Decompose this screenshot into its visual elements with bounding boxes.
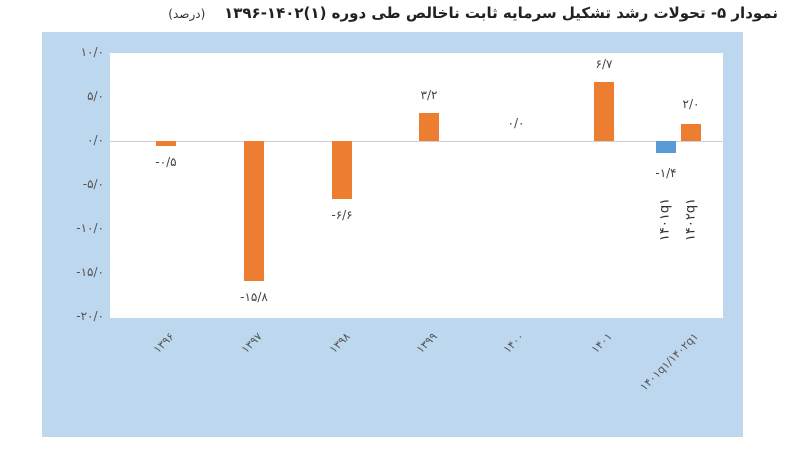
zero-axis-line [110,141,723,142]
bar-1401q1 [656,141,676,153]
y-tick: -۲۰/۰ [76,309,104,323]
y-tick: -۱۰/۰ [76,221,104,235]
y-tick: -۱۵/۰ [76,265,104,279]
chart-title-main: نمودار ۵- تحولات رشد تشکیل سرمایه ثابت ن… [224,4,778,22]
y-tick: ۰/۰ [87,133,104,147]
bar-1396 [156,141,176,146]
data-label: -۱۵/۸ [240,290,268,304]
bar-1401 [594,82,614,141]
data-label: -۱/۴ [655,166,677,180]
y-tick: -۵/۰ [82,177,104,191]
bar-1397 [244,141,264,281]
y-tick: ۵/۰ [87,89,104,103]
data-label: ۶/۷ [595,57,613,71]
data-label: -۶/۶ [331,208,353,222]
y-tick: ۱۰/۰ [80,45,104,59]
quarter-label: ۱۴۰۲q۱ [683,197,699,242]
chart-title: نمودار ۵- تحولات رشد تشکیل سرمایه ثابت ن… [80,4,778,30]
data-label: ۳/۲ [420,88,438,102]
bar-1399 [419,113,439,141]
plot-area [110,53,723,318]
data-label: ۰/۰ [507,116,525,130]
data-label: ۲/۰ [682,97,700,111]
bar-1398 [332,141,352,199]
data-label: -۰/۵ [155,155,177,169]
quarter-label: ۱۴۰۱q۱ [657,197,673,242]
bar-1402q1 [681,124,701,141]
chart-unit: (درصد) [168,7,206,21]
